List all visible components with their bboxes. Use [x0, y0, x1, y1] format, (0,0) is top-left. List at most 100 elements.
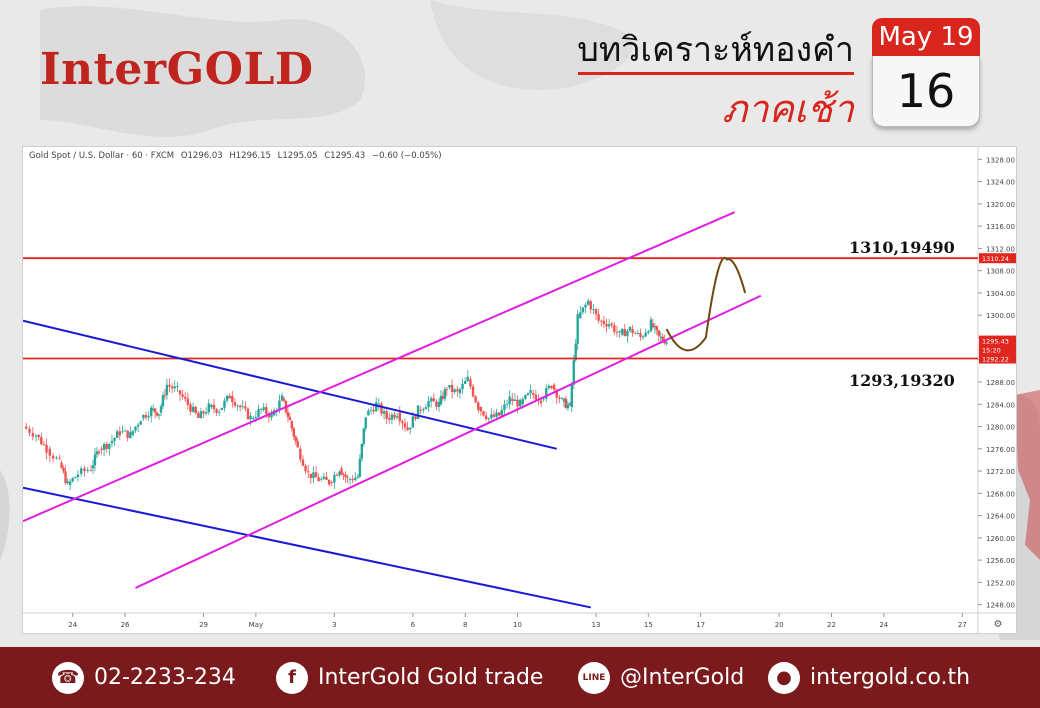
- footer-phone[interactable]: ☎ 02-2233-234: [52, 647, 236, 708]
- facebook-icon: f: [276, 661, 308, 694]
- candle-body: [151, 408, 155, 410]
- candle-body: [550, 385, 553, 389]
- candle-body: [471, 386, 475, 397]
- candle-body: [236, 405, 239, 407]
- candle-body: [414, 416, 417, 419]
- candle-body: [100, 448, 103, 450]
- y-tick-label: 1328.00: [986, 156, 1015, 164]
- candle-body: [653, 326, 657, 328]
- price-chart-panel[interactable]: Gold Spot / U.S. Dollar · 60 · FXCM O129…: [22, 146, 1017, 634]
- candle-body: [579, 312, 582, 318]
- candle-body: [136, 424, 140, 427]
- title-underline: [578, 72, 854, 75]
- candle-body: [292, 428, 296, 437]
- candle-body: [115, 431, 119, 438]
- candle-body: [613, 325, 616, 333]
- calendar-icon: May 19 16: [872, 18, 980, 128]
- open-value: O1296.03: [180, 151, 223, 161]
- candle-body: [500, 410, 504, 416]
- candle-body: [157, 414, 161, 416]
- candle-body: [411, 416, 415, 428]
- candle-body: [184, 396, 187, 399]
- gear-icon: ⚙: [994, 619, 1003, 630]
- high-value: H1296.15: [229, 151, 271, 161]
- y-tick-label: 1268.00: [986, 490, 1015, 498]
- candle-body: [28, 428, 31, 433]
- candle-body: [463, 381, 467, 384]
- candle-body: [367, 410, 370, 416]
- candle-body: [631, 329, 634, 334]
- candle-body: [89, 470, 93, 471]
- x-tick-label: 20: [775, 621, 784, 629]
- candle-body: [358, 458, 362, 477]
- candle-body: [262, 407, 265, 410]
- candle-body: [626, 330, 629, 337]
- candle-body: [644, 332, 647, 337]
- price-tag-label: 1310.24: [982, 255, 1009, 263]
- candle-body: [223, 400, 226, 408]
- candle-body: [97, 451, 101, 454]
- candle-body: [110, 440, 114, 444]
- candle-body: [393, 414, 396, 418]
- candle-body: [369, 409, 373, 411]
- candle-body: [651, 323, 655, 328]
- candle-body: [406, 427, 409, 431]
- candle-body: [249, 416, 252, 420]
- candle-body: [542, 398, 545, 400]
- candle-body: [437, 401, 441, 407]
- candle-body: [191, 406, 195, 412]
- candle-body: [207, 403, 210, 413]
- candlestick-chart[interactable]: 1328.00 1324.00 1320.00 1316.00 1312.00 1308.…: [23, 147, 1016, 633]
- candle-body: [487, 418, 490, 420]
- candle-body: [453, 389, 456, 393]
- candle-body: [278, 400, 281, 411]
- candle-body: [647, 331, 650, 333]
- candle-body: [58, 457, 61, 459]
- candle-body: [511, 398, 514, 402]
- candle-body: [634, 333, 637, 334]
- candle-body: [589, 301, 592, 310]
- candle-body: [123, 430, 127, 432]
- calendar-day: 16: [872, 56, 980, 127]
- candle-body: [259, 409, 263, 410]
- candle-body: [427, 400, 430, 408]
- candle-body: [215, 409, 218, 413]
- y-tick-label: 1276.00: [986, 446, 1015, 454]
- candle-body: [560, 398, 564, 399]
- candle-body: [657, 330, 660, 336]
- candle-body: [294, 436, 297, 442]
- candle-body: [93, 454, 97, 466]
- candle-body: [503, 404, 506, 411]
- candle-body: [76, 474, 80, 478]
- footer-website[interactable]: ● intergold.co.th: [768, 647, 970, 708]
- candle-body: [497, 412, 501, 416]
- candle-body: [210, 404, 213, 408]
- candle-body: [40, 436, 43, 445]
- candle-body: [144, 414, 148, 418]
- candle-body: [639, 333, 642, 338]
- candle-body: [419, 409, 422, 411]
- candle-body: [309, 473, 313, 479]
- y-tick-label: 1324.00: [986, 179, 1015, 187]
- candle-body: [155, 412, 159, 416]
- candle-body: [161, 395, 165, 407]
- candle-body: [388, 418, 391, 420]
- candle-body: [228, 395, 231, 399]
- line-id: @InterGold: [620, 665, 745, 690]
- candle-body: [31, 432, 35, 437]
- candle-body: [532, 393, 535, 395]
- candle-body: [661, 336, 664, 341]
- footer-facebook[interactable]: f InterGold Gold trade: [276, 647, 543, 708]
- line-icon: LINE: [578, 661, 610, 694]
- candle-body: [80, 468, 83, 474]
- footer-line[interactable]: LINE @InterGold: [578, 647, 744, 708]
- candle-body: [296, 441, 299, 448]
- contact-footer: ☎ 02-2233-234 f InterGold Gold trade LIN…: [0, 647, 1040, 708]
- candle-body: [495, 412, 498, 417]
- candle-body: [60, 462, 63, 468]
- candle-body: [377, 403, 381, 405]
- y-tick-label: 1300.00: [986, 312, 1015, 320]
- candle-body: [105, 443, 108, 450]
- candle-body: [435, 401, 438, 407]
- candle-body: [649, 319, 653, 332]
